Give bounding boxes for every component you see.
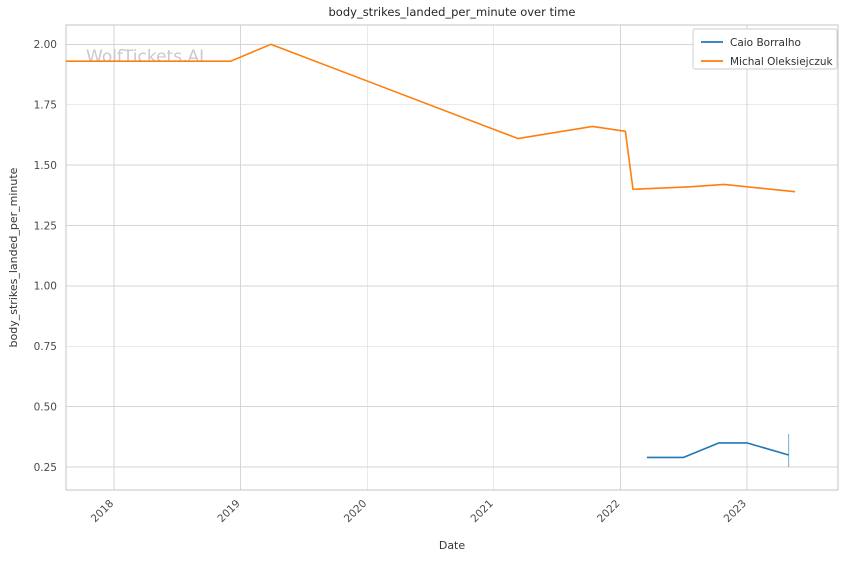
y-tick-label: 0.25 [34, 462, 57, 474]
y-tick-label: 2.00 [34, 39, 57, 51]
legend-label-1: Caio Borralho [730, 37, 801, 49]
y-axis-label: body_strikes_landed_per_minute [7, 167, 20, 347]
legend-label-2: Michal Oleksiejczuk [730, 56, 834, 68]
chart-title: body_strikes_landed_per_minute over time [329, 5, 576, 19]
y-tick-label: 1.25 [34, 220, 57, 232]
plot-area-border [65, 24, 839, 491]
y-tick-label: 0.50 [34, 401, 57, 413]
legend-container [692, 28, 838, 70]
x-tick-label: 2019 [215, 498, 242, 525]
series-line-1 [646, 442, 789, 459]
y-tick-label: 1.00 [34, 281, 57, 293]
x-tick-label: 2022 [595, 498, 622, 525]
y-tick-label: 1.50 [34, 160, 57, 172]
y-tick-label: 0.75 [34, 341, 57, 353]
x-tick-label: 2020 [342, 498, 369, 525]
series-line-2 [66, 43, 796, 193]
x-tick-label: 2018 [89, 498, 116, 525]
plot-area-background [66, 25, 838, 490]
x-tick-label: 2023 [722, 498, 749, 525]
x-axis-label: Date [439, 539, 466, 552]
y-tick-label: 1.75 [34, 100, 57, 112]
x-tick-label: 2021 [468, 498, 495, 525]
watermark-text: WolfTickets.AI [86, 47, 204, 67]
